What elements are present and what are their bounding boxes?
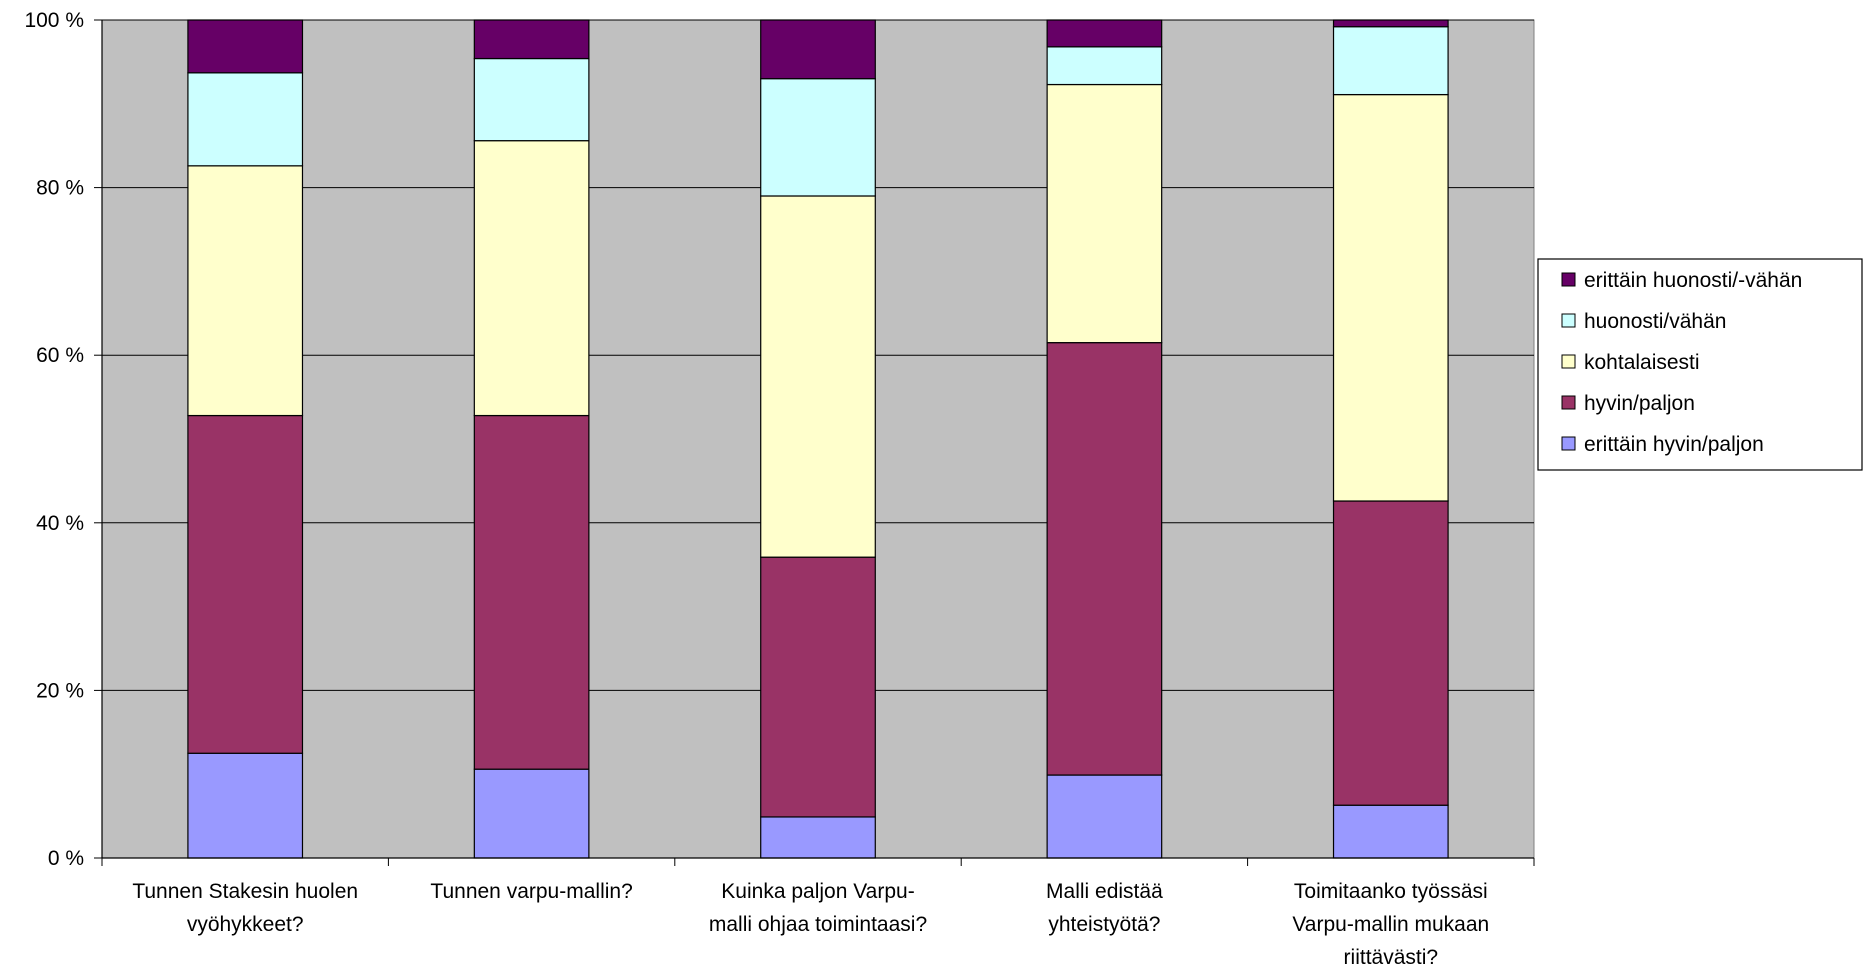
bar-segment bbox=[473, 140, 590, 417]
x-category-label-line: riittävästi? bbox=[1344, 946, 1439, 969]
legend-label: hyvin/paljon bbox=[1584, 392, 1695, 415]
y-tick-label: 60 % bbox=[36, 344, 84, 367]
legend-swatch bbox=[1561, 272, 1576, 287]
bar-segment bbox=[1046, 774, 1163, 859]
x-category-label-line: Kuinka paljon Varpu- bbox=[721, 880, 914, 903]
y-tick-label: 100 % bbox=[24, 9, 84, 32]
bar-segment bbox=[760, 816, 876, 859]
bar-segment bbox=[473, 19, 590, 60]
legend-label: erittäin hyvin/paljon bbox=[1584, 433, 1764, 456]
legend-box bbox=[1537, 258, 1863, 471]
bar-segment bbox=[760, 19, 876, 80]
bar-segment bbox=[1332, 804, 1449, 859]
x-category-label-line: vyöhykkeet? bbox=[187, 913, 304, 936]
bar-segment bbox=[187, 414, 304, 754]
bar-segment bbox=[187, 72, 304, 167]
bar-segment bbox=[760, 195, 876, 558]
x-category-label-line: malli ohjaa toimintaasi? bbox=[709, 913, 927, 936]
y-tick-label: 80 % bbox=[36, 177, 84, 200]
legend: erittäin huonosti/-vähän huonosti/vähän ko… bbox=[1537, 258, 1863, 471]
x-category-label: Tunnen varpu-mallin? bbox=[430, 880, 632, 903]
bars bbox=[187, 19, 1449, 859]
legend-swatch bbox=[1561, 395, 1576, 410]
bar-segment bbox=[473, 768, 590, 859]
bar-segment bbox=[1046, 46, 1163, 86]
bar-segment bbox=[473, 414, 590, 770]
x-category-label: Tunnen Stakesin huolen vyöhykkeet? bbox=[132, 880, 358, 936]
bar-segment bbox=[1332, 93, 1449, 502]
bar-segment bbox=[760, 556, 876, 818]
legend-label: kohtalaisesti bbox=[1584, 351, 1700, 374]
legend-swatch bbox=[1561, 313, 1576, 328]
x-category-label: Kuinka paljon Varpu-malli ohjaa toiminta… bbox=[709, 880, 927, 936]
bar-segment bbox=[187, 165, 304, 417]
y-tick-label: 20 % bbox=[36, 679, 84, 702]
x-category-label: Malli edistää yhteistyötä? bbox=[1046, 880, 1163, 936]
bar-segment bbox=[473, 57, 590, 142]
bar-segment bbox=[1332, 500, 1449, 806]
bar-segment bbox=[187, 752, 304, 859]
x-category-label-line: Toimitaanko työssäsi bbox=[1294, 880, 1488, 903]
legend-swatch bbox=[1561, 436, 1576, 451]
x-category-label-line: yhteistyötä? bbox=[1048, 913, 1160, 936]
y-tick-label: 40 % bbox=[36, 512, 84, 535]
bar-segment bbox=[1046, 19, 1163, 48]
x-category-labels: Tunnen Stakesin huolen vyöhykkeet?Tunnen … bbox=[132, 880, 1489, 969]
bar-segment bbox=[760, 78, 876, 197]
x-category-label-line: Varpu-mallin mukaan bbox=[1292, 913, 1489, 936]
bar-segment bbox=[1046, 342, 1163, 776]
bar-segment bbox=[1332, 26, 1449, 96]
bar-segment bbox=[187, 19, 304, 74]
x-category-label: Toimitaanko työssäsi Varpu-mallin mukaan r… bbox=[1292, 880, 1489, 969]
y-tick-labels: 0 % 20 % 40 % 60 % 80 % 100 % bbox=[24, 9, 84, 870]
axes bbox=[94, 19, 1535, 866]
x-category-label-line: Malli edistää bbox=[1046, 880, 1163, 903]
legend-label: erittäin huonosti/-vähän bbox=[1584, 269, 1802, 292]
x-category-label-line: Tunnen varpu-mallin? bbox=[430, 880, 632, 903]
legend-label: huonosti/vähän bbox=[1584, 310, 1726, 333]
x-category-label-line: Tunnen Stakesin huolen bbox=[132, 880, 358, 903]
bar-segment bbox=[1332, 19, 1449, 28]
y-tick-label: 0 % bbox=[48, 847, 84, 870]
legend-swatch bbox=[1561, 354, 1576, 369]
bar-segment bbox=[1046, 83, 1163, 344]
